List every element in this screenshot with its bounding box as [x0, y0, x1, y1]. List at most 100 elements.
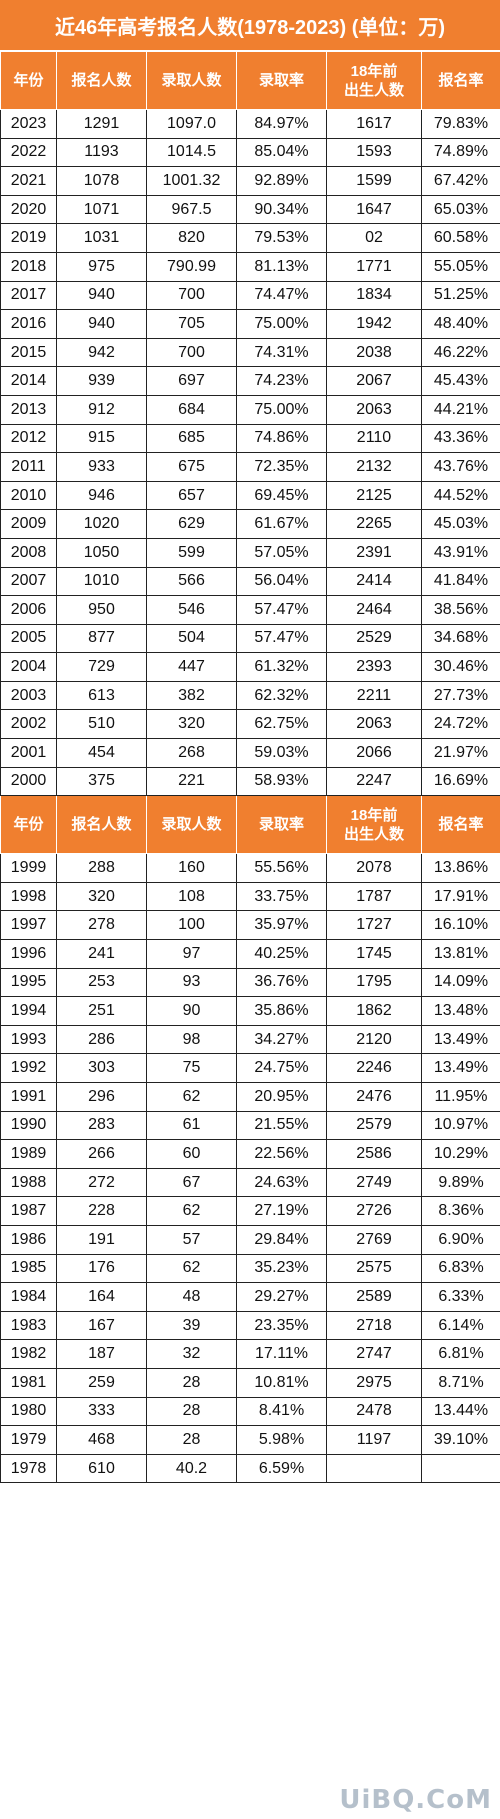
table-row: 1991 296 62 20.95% 2476 11.95% [0, 1082, 500, 1112]
cell-births-18y-ago: 1197 [326, 1425, 422, 1455]
cell-births-18y-ago: 2110 [326, 423, 422, 454]
cell-year: 2007 [0, 566, 57, 597]
cell-births-18y-ago [326, 1453, 422, 1484]
cell-births-18y-ago: 02 [326, 223, 422, 253]
cell-admitted: 108 [146, 881, 237, 912]
cell-admit-rate: 23.35% [236, 1310, 327, 1341]
table-row: 2018 975 790.99 81.13% 1771 55.05% [0, 251, 500, 282]
cell-applicants: 259 [56, 1367, 147, 1398]
cell-applicants: 975 [56, 251, 147, 282]
cell-births-18y-ago: 1787 [326, 881, 422, 912]
cell-admit-rate: 20.95% [236, 1082, 327, 1112]
cell-admitted: 97 [146, 939, 237, 969]
table-row: 1983 167 39 23.35% 2718 6.14% [0, 1310, 500, 1341]
cell-applicants: 950 [56, 595, 147, 625]
table-row: 2022 1193 1014.5 85.04% 1593 74.89% [0, 137, 500, 168]
cell-admit-rate: 34.27% [236, 1024, 327, 1055]
cell-applicants: 187 [56, 1339, 147, 1369]
cell-births-18y-ago: 2464 [326, 595, 422, 625]
table-row: 1989 266 60 22.56% 2586 10.29% [0, 1139, 500, 1169]
table-row: 2015 942 700 74.31% 2038 46.22% [0, 337, 500, 368]
table-row: 2000 375 221 58.93% 2247 16.69% [0, 766, 500, 797]
cell-admit-rate: 36.76% [236, 967, 327, 998]
cell-apply-rate: 48.40% [421, 309, 500, 339]
cell-admit-rate: 57.47% [236, 623, 327, 654]
column-header: 录取人数 [146, 51, 237, 110]
cell-apply-rate: 39.10% [421, 1425, 500, 1455]
cell-apply-rate: 21.97% [421, 738, 500, 768]
cell-year: 1981 [0, 1367, 57, 1398]
cell-births-18y-ago: 2120 [326, 1024, 422, 1055]
cell-year: 1998 [0, 881, 57, 912]
cell-admit-rate: 74.47% [236, 280, 327, 311]
table-row: 2013 912 684 75.00% 2063 44.21% [0, 394, 500, 425]
cell-year: 1986 [0, 1224, 57, 1255]
cell-births-18y-ago: 2393 [326, 652, 422, 682]
cell-year: 2010 [0, 480, 57, 511]
cell-apply-rate [421, 1453, 500, 1484]
table-row: 1994 251 90 35.86% 1862 13.48% [0, 996, 500, 1026]
cell-admitted: 820 [146, 223, 237, 253]
cell-apply-rate: 41.84% [421, 566, 500, 597]
table-row: 2020 1071 967.5 90.34% 1647 65.03% [0, 194, 500, 225]
cell-births-18y-ago: 2579 [326, 1110, 422, 1141]
cell-apply-rate: 14.09% [421, 967, 500, 998]
table-row: 2003 613 382 62.32% 2211 27.73% [0, 680, 500, 711]
cell-applicants: 942 [56, 337, 147, 368]
cell-births-18y-ago: 2066 [326, 738, 422, 768]
cell-apply-rate: 16.10% [421, 910, 500, 941]
cell-admitted: 790.99 [146, 251, 237, 282]
cell-births-18y-ago: 1745 [326, 939, 422, 969]
cell-births-18y-ago: 2038 [326, 337, 422, 368]
cell-admitted: 697 [146, 366, 237, 396]
cell-year: 1999 [0, 853, 57, 883]
cell-apply-rate: 13.48% [421, 996, 500, 1026]
cell-year: 1988 [0, 1167, 57, 1198]
cell-apply-rate: 17.91% [421, 881, 500, 912]
cell-admitted: 28 [146, 1367, 237, 1398]
cell-admitted: 546 [146, 595, 237, 625]
table-row: 1986 191 57 29.84% 2769 6.90% [0, 1224, 500, 1255]
cell-births-18y-ago: 1647 [326, 194, 422, 225]
cell-apply-rate: 67.42% [421, 166, 500, 196]
cell-admit-rate: 35.23% [236, 1253, 327, 1284]
cell-births-18y-ago: 1617 [326, 109, 422, 139]
cell-apply-rate: 11.95% [421, 1082, 500, 1112]
column-header: 年份 [0, 795, 57, 855]
cell-apply-rate: 51.25% [421, 280, 500, 311]
cell-admit-rate: 69.45% [236, 480, 327, 511]
cell-apply-rate: 30.46% [421, 652, 500, 682]
cell-apply-rate: 55.05% [421, 251, 500, 282]
column-header: 18年前 出生人数 [326, 51, 422, 110]
cell-year: 1991 [0, 1082, 57, 1112]
cell-applicants: 915 [56, 423, 147, 454]
cell-applicants: 266 [56, 1139, 147, 1169]
table-row: 1982 187 32 17.11% 2747 6.81% [0, 1339, 500, 1369]
cell-applicants: 613 [56, 680, 147, 711]
cell-admit-rate: 81.13% [236, 251, 327, 282]
cell-admit-rate: 62.75% [236, 709, 327, 740]
cell-year: 2019 [0, 223, 57, 253]
table-row: 2001 454 268 59.03% 2066 21.97% [0, 738, 500, 768]
cell-apply-rate: 44.52% [421, 480, 500, 511]
cell-applicants: 303 [56, 1053, 147, 1083]
column-header: 报名人数 [56, 51, 147, 110]
cell-year: 2012 [0, 423, 57, 454]
column-header: 年份 [0, 51, 57, 110]
cell-apply-rate: 6.83% [421, 1253, 500, 1284]
cell-year: 1982 [0, 1339, 57, 1369]
cell-births-18y-ago: 2391 [326, 537, 422, 568]
cell-admitted: 675 [146, 452, 237, 482]
cell-births-18y-ago: 1593 [326, 137, 422, 168]
table-row: 1992 303 75 24.75% 2246 13.49% [0, 1053, 500, 1083]
cell-apply-rate: 13.44% [421, 1396, 500, 1427]
cell-year: 1983 [0, 1310, 57, 1341]
table-row: 2023 1291 1097.0 84.97% 1617 79.83% [0, 109, 500, 139]
cell-apply-rate: 46.22% [421, 337, 500, 368]
cell-admitted: 67 [146, 1167, 237, 1198]
table-row: 2005 877 504 57.47% 2529 34.68% [0, 623, 500, 654]
cell-births-18y-ago: 1942 [326, 309, 422, 339]
cell-births-18y-ago: 2769 [326, 1224, 422, 1255]
cell-admitted: 28 [146, 1396, 237, 1427]
cell-applicants: 278 [56, 910, 147, 941]
